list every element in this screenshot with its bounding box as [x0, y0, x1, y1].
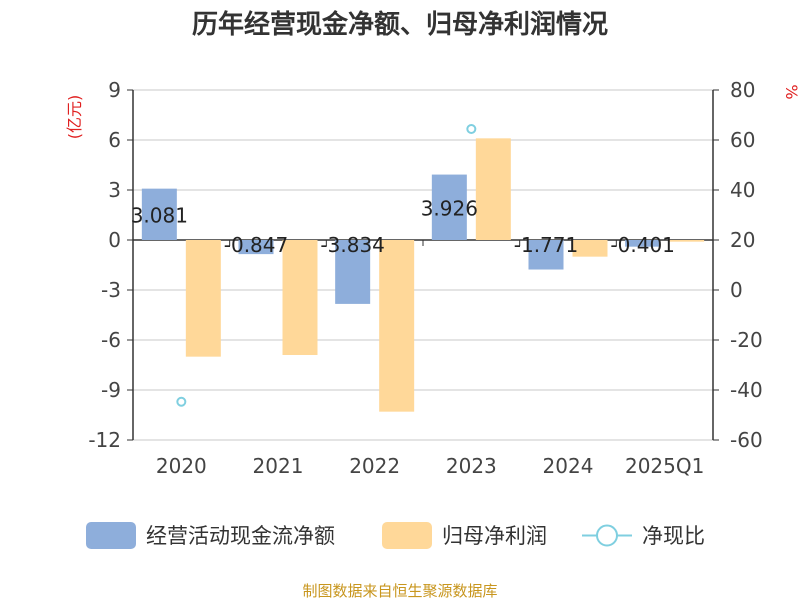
- x-tick-label: 2022: [349, 454, 400, 478]
- legend-label-profit: 归母净利润: [442, 524, 547, 548]
- right-tick-label: -20: [730, 328, 763, 352]
- cashflow-value-label: 3.926: [421, 196, 478, 220]
- x-tick-label: 2021: [253, 454, 304, 478]
- source-note: 制图数据来自恒生聚源数据库: [302, 582, 497, 600]
- right-tick-label: 80: [730, 78, 755, 102]
- cashflow-value-label: -1.771: [514, 233, 578, 257]
- left-tick-label: -6: [101, 328, 121, 352]
- ratio-points: [176, 124, 477, 407]
- left-axis-ticks: 9 6 3 0 -3 -6 -9 -12: [88, 78, 133, 452]
- left-tick-label: -3: [101, 278, 121, 302]
- left-tick-label: -12: [88, 428, 121, 452]
- chart-title: 历年经营现金净额、归母净利润情况: [192, 9, 608, 40]
- x-axis-ticks: 2020 2021 2022 2023 2024 2025Q1: [132, 240, 714, 478]
- cashflow-bar: [335, 240, 371, 304]
- profit-bar: [669, 240, 705, 242]
- left-tick-label: 9: [108, 78, 121, 102]
- left-tick-label: 3: [108, 178, 121, 202]
- grid-lines: [133, 89, 713, 441]
- left-tick-label: -9: [101, 378, 121, 402]
- profit-bar: [282, 240, 318, 355]
- legend-label-cashflow: 经营活动现金流净额: [146, 524, 335, 548]
- cashflow-value-label: -0.401: [610, 233, 674, 257]
- x-tick-label: 2024: [543, 454, 594, 478]
- right-axis-ticks: 80 60 40 20 0 -20 -40 -60: [713, 78, 763, 452]
- right-tick-label: -40: [730, 378, 763, 402]
- ratio-point: [176, 396, 187, 407]
- left-axis-unit: (亿元): [65, 95, 84, 140]
- cashflow-bar: [238, 240, 274, 255]
- profit-bar: [475, 138, 511, 240]
- cashflow-value-label: -0.847: [224, 233, 288, 257]
- legend-swatch-profit: [382, 522, 432, 549]
- bar-labels: 3.081 -0.847 -3.834 3.926 -1.771 -0.401: [131, 196, 675, 257]
- x-tick-label: 2020: [156, 454, 207, 478]
- x-tick-label: 2025Q1: [625, 454, 704, 478]
- profit-bar: [572, 240, 608, 257]
- right-tick-label: 20: [730, 228, 755, 252]
- left-tick-label: 0: [108, 228, 121, 252]
- cashflow-value-label: 3.081: [131, 203, 188, 227]
- x-tick-label: 2023: [446, 454, 497, 478]
- left-tick-label: 6: [108, 128, 121, 152]
- right-tick-label: 60: [730, 128, 755, 152]
- profit-bar: [379, 240, 415, 412]
- cashflow-bar: [431, 174, 467, 240]
- cashflow-value-label: -3.834: [320, 233, 384, 257]
- ratio-point: [466, 124, 477, 134]
- cashflow-bar: [141, 188, 177, 240]
- bars: [141, 138, 705, 412]
- legend: 经营活动现金流净额 归母净利润 净现比: [86, 522, 705, 549]
- right-tick-label: 40: [730, 178, 755, 202]
- legend-marker-ratio: [596, 524, 618, 547]
- legend-label-ratio: 净现比: [642, 524, 705, 548]
- cashflow-bar: [625, 240, 661, 247]
- right-tick-label: -60: [730, 428, 763, 452]
- legend-swatch-cashflow: [86, 522, 136, 549]
- legend-item-ratio[interactable]: 净现比: [582, 524, 705, 548]
- legend-item-profit[interactable]: 归母净利润: [382, 522, 547, 549]
- right-axis-unit: %: [782, 84, 800, 99]
- cashflow-bar: [528, 240, 564, 270]
- legend-item-cashflow[interactable]: 经营活动现金流净额: [86, 522, 335, 549]
- profit-bar: [185, 240, 221, 357]
- right-tick-label: 0: [730, 278, 743, 302]
